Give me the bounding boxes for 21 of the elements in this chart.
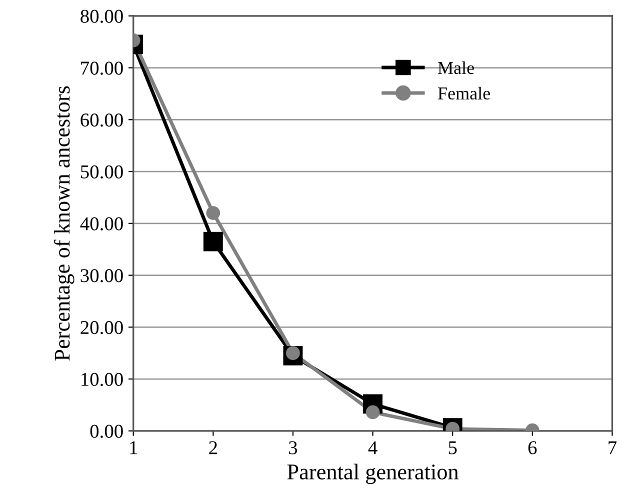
x-tick-label: 7 xyxy=(608,441,617,454)
y-tick-label: 0.00 xyxy=(90,424,123,438)
x-tick-label: 1 xyxy=(130,441,138,454)
x-tick-label: 2 xyxy=(209,441,217,454)
x-tick-label: 4 xyxy=(368,441,378,454)
y-tick-label: 60.00 xyxy=(80,113,123,127)
legend-label: Male xyxy=(438,61,474,74)
x-axis-title: Parental generation xyxy=(287,464,459,484)
y-tick-label: 30.00 xyxy=(80,269,123,282)
y-tick-label: 10.00 xyxy=(82,372,123,386)
y-tick-label: 40.00 xyxy=(80,217,123,230)
x-tick-label: 3 xyxy=(289,441,298,454)
y-axis-title: Percentage of known ancestors xyxy=(54,86,74,361)
y-tick-label: 80.00 xyxy=(80,10,123,23)
y-tick-label: 20.00 xyxy=(80,320,123,334)
x-tick-label: 6 xyxy=(528,441,537,454)
legend-label: Female xyxy=(438,86,490,100)
y-tick-label: 50.00 xyxy=(80,165,123,179)
point xyxy=(366,405,380,420)
y-tick-label: 70.00 xyxy=(81,62,123,75)
x-tick-label: 5 xyxy=(448,441,457,454)
